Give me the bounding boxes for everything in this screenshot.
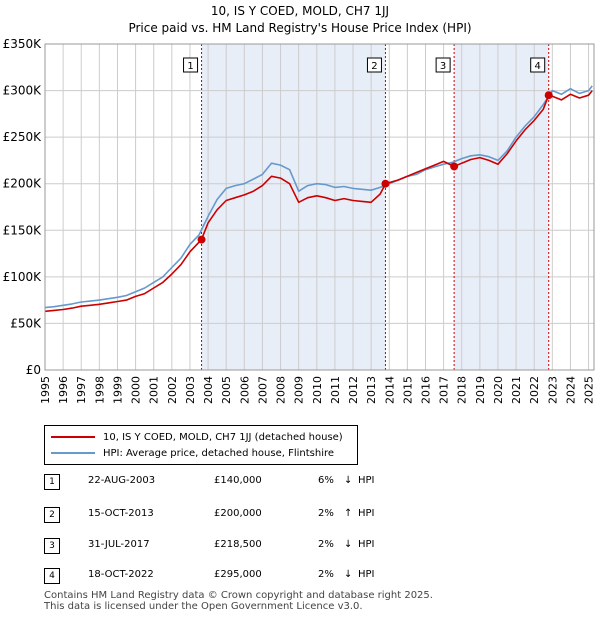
sale-pct: 2%: [318, 508, 334, 519]
x-tick-label: 2011: [329, 376, 342, 404]
sale-label-box: [435, 57, 451, 73]
sale-arrow: ↓: [344, 569, 353, 580]
x-tick-label: 2018: [456, 376, 469, 404]
x-tick-label: 2020: [492, 376, 505, 404]
x-tick-label: 2024: [564, 376, 577, 404]
sale-row: 4 18-OCT-2022 £295,000 2% ↓ HPI: [44, 568, 564, 584]
x-tick-label: 1995: [39, 376, 52, 404]
sale-label-box: [183, 57, 199, 73]
x-tick-label: 2002: [166, 376, 179, 404]
sale-price: £200,000: [214, 508, 262, 519]
sale-arrow: ↑: [344, 508, 353, 519]
y-tick-label: £0: [26, 363, 41, 377]
y-tick-label: £200K: [3, 177, 43, 191]
legend-label-property: 10, IS Y COED, MOLD, CH7 1JJ (detached h…: [103, 431, 343, 443]
sale-date: 15-OCT-2013: [88, 508, 154, 519]
x-tick-label: 1999: [111, 376, 124, 404]
sale-point: [450, 162, 459, 171]
chart-subtitle: Price paid vs. HM Land Registry's House …: [128, 21, 472, 35]
sale-pct: 6%: [318, 475, 334, 486]
x-tick-label: 2012: [347, 376, 360, 404]
sale-number-badge: 4: [44, 568, 60, 584]
y-tick-label: £150K: [3, 223, 43, 237]
sale-pct: 2%: [318, 539, 334, 550]
sale-point: [197, 235, 206, 244]
x-tick-label: 2021: [510, 376, 523, 404]
legend-swatch-hpi: [51, 452, 95, 454]
sale-vs: HPI: [358, 539, 375, 550]
sale-label-box: [366, 57, 382, 73]
sale-label: 3: [440, 61, 446, 72]
x-tick-label: 1997: [75, 376, 88, 404]
sale-vs: HPI: [358, 475, 375, 486]
x-tick-label: 1998: [93, 376, 106, 404]
sale-row: 1 22-AUG-2003 £140,000 6% ↓ HPI: [44, 474, 564, 490]
price-chart: £0 £50K £100K £150K £200K £250K £300K £350K 1995…: [3, 37, 596, 404]
x-tick-label: 2019: [474, 376, 487, 404]
x-tick-label: 2005: [220, 376, 233, 404]
sale-row: 2 15-OCT-2013 £200,000 2% ↑ HPI: [44, 507, 564, 523]
x-tick-label: 2022: [528, 376, 541, 404]
y-tick-label: £100K: [3, 270, 43, 284]
sale-label: 1: [187, 61, 193, 72]
sale-number-badge: 2: [44, 507, 60, 523]
x-tick-label: 2007: [256, 376, 269, 404]
hpi-series-line: [44, 85, 593, 309]
x-tick-label: 2004: [202, 376, 215, 404]
x-tick-label: 2006: [238, 376, 251, 404]
x-tick-label: 2023: [546, 376, 559, 404]
footer-line-2: This data is licensed under the Open Gov…: [44, 601, 363, 612]
sale-pct: 2%: [318, 569, 334, 580]
sale-price: £295,000: [214, 569, 262, 580]
legend-label-hpi: HPI: Average price, detached house, Flin…: [103, 447, 335, 459]
sale-row: 3 31-JUL-2017 £218,500 2% ↓ HPI: [44, 538, 564, 554]
sale-price: £140,000: [214, 475, 262, 486]
y-tick-label: £250K: [3, 130, 43, 144]
x-tick-label: 2015: [401, 376, 414, 404]
sale-date: 18-OCT-2022: [88, 569, 154, 580]
footer-notice: Contains HM Land Registry data © Crown c…: [44, 590, 433, 612]
legend-item-hpi: HPI: Average price, detached house, Flin…: [51, 446, 334, 460]
x-tick-label: 2014: [383, 376, 396, 404]
sale-point: [381, 179, 390, 188]
x-tick-label: 2000: [130, 376, 143, 404]
x-tick-label: 2013: [365, 376, 378, 404]
legend: 10, IS Y COED, MOLD, CH7 1JJ (detached h…: [44, 425, 358, 465]
sale-date: 31-JUL-2017: [88, 539, 150, 550]
sale-label-box: [530, 57, 546, 73]
sale-label: 2: [371, 61, 377, 72]
x-tick-label: 1996: [57, 376, 70, 404]
legend-swatch-property: [51, 436, 95, 438]
sale-arrow: ↓: [344, 475, 353, 486]
x-tick-label: 2008: [275, 376, 288, 404]
sale-vs: HPI: [358, 569, 375, 580]
x-tick-label: 2025: [583, 376, 596, 404]
y-tick-label: £50K: [10, 316, 42, 330]
footer-line-1: Contains HM Land Registry data © Crown c…: [44, 590, 433, 601]
sale-point: [544, 91, 553, 100]
shaded-period: [201, 44, 386, 370]
property-series-line: [44, 90, 593, 313]
shaded-period: [454, 44, 549, 370]
chart-title: 10, IS Y COED, MOLD, CH7 1JJ: [210, 4, 390, 18]
sale-label: 4: [535, 61, 541, 72]
y-tick-label: £350K: [3, 37, 43, 51]
x-tick-label: 2003: [184, 376, 197, 404]
legend-item-property: 10, IS Y COED, MOLD, CH7 1JJ (detached h…: [51, 430, 343, 444]
x-tick-label: 2017: [438, 376, 451, 404]
x-tick-label: 2009: [293, 376, 306, 404]
sale-vs: HPI: [358, 508, 375, 519]
sale-arrow: ↓: [344, 539, 353, 550]
sale-price: £218,500: [214, 539, 262, 550]
x-tick-label: 2001: [148, 376, 161, 404]
plot-border: [44, 43, 595, 371]
sale-number-badge: 1: [44, 474, 60, 490]
x-tick-label: 2010: [311, 376, 324, 404]
sale-date: 22-AUG-2003: [88, 475, 156, 486]
sale-number-badge: 3: [44, 538, 60, 554]
x-tick-label: 2016: [419, 376, 432, 404]
y-tick-label: £300K: [3, 84, 43, 98]
